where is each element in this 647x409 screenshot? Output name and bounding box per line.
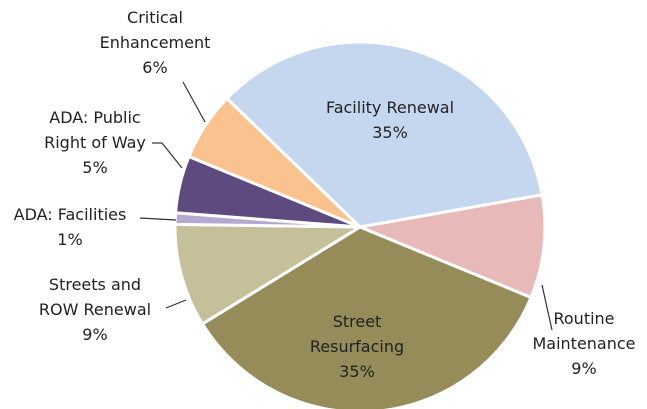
category-label: Streets and ROW Renewal	[38, 275, 152, 319]
leader-line	[541, 284, 553, 331]
category-label: Street Resurfacing	[309, 312, 405, 356]
slice-label: Streets and ROW Renewal 9%	[33, 272, 158, 347]
slice-label: Facility Renewal 35%	[290, 95, 490, 145]
slice-label: Routine Maintenance 9%	[522, 306, 646, 381]
pie-slice	[354, 193, 547, 300]
pie-slice	[200, 225, 534, 409]
value-label: 35%	[339, 362, 375, 381]
category-label: ADA: Public Right of Way	[44, 108, 146, 152]
pie-slice	[187, 96, 362, 229]
leader-line	[165, 299, 187, 309]
value-label: 35%	[372, 123, 408, 142]
category-label: Facility Renewal	[325, 98, 455, 117]
leader-line	[139, 217, 177, 221]
pie-slice	[224, 40, 544, 229]
pie-slice	[173, 222, 366, 327]
category-label: ADA: Facilities	[13, 205, 127, 224]
value-label: 9%	[571, 359, 597, 378]
value-label: 9%	[82, 325, 108, 344]
category-label: Routine Maintenance	[532, 309, 636, 353]
category-label: Critical Enhancement	[99, 8, 211, 52]
slice-label: Critical Enhancement 6%	[93, 5, 218, 80]
value-label: 5%	[82, 158, 108, 177]
value-label: 6%	[142, 58, 168, 77]
leader-line	[182, 81, 206, 123]
slice-label: Street Resurfacing 35%	[297, 309, 417, 384]
leader-line	[161, 142, 183, 169]
leader-lines	[139, 81, 553, 331]
value-label: 1%	[57, 230, 83, 249]
slice-label: ADA: Public Right of Way 5%	[35, 105, 155, 180]
slice-label: ADA: Facilities 1%	[0, 202, 143, 252]
slices	[173, 40, 547, 409]
